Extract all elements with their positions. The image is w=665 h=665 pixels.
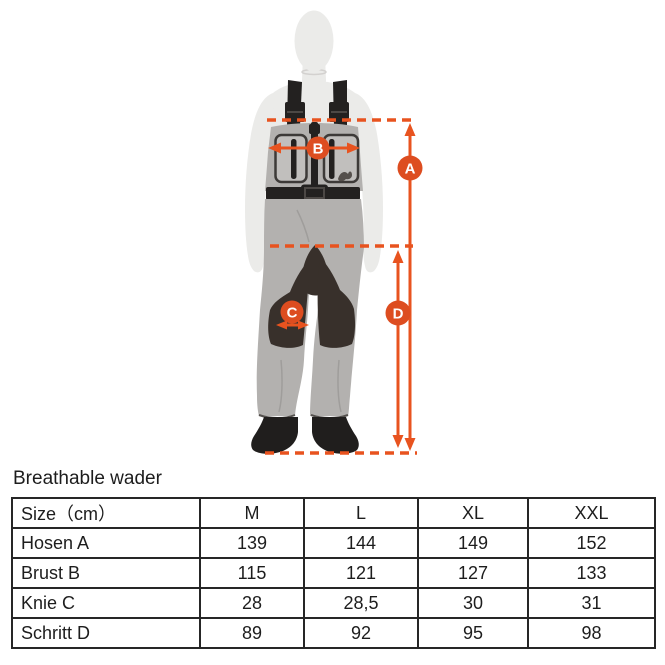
value-cell: 28,5 <box>303 587 419 619</box>
header-cell-l: L <box>303 497 419 529</box>
measurement-annotations: A B C D <box>265 118 423 455</box>
header-cell-m: M <box>199 497 305 529</box>
right-pocket-zipper <box>329 139 335 179</box>
measure-a-arrow-down <box>404 438 416 451</box>
measure-d-arrow-up <box>392 250 404 263</box>
right-sock <box>312 417 359 454</box>
value-cell: 115 <box>199 557 305 589</box>
header-cell-xxl: XXL <box>527 497 656 529</box>
right-knee-patch <box>317 258 356 348</box>
left-pocket-zipper <box>291 139 297 179</box>
value-cell: 139 <box>199 527 305 559</box>
mannequin-left-arm <box>245 93 275 273</box>
fold-line <box>337 359 342 413</box>
value-cell: 95 <box>417 617 529 649</box>
value-cell: 152 <box>527 527 656 559</box>
value-cell: 133 <box>527 557 656 589</box>
value-cell: 127 <box>417 557 529 589</box>
size-table: Size（cm） M L XL XXL Hosen A 139 144 149 … <box>11 497 656 649</box>
table-row-brust: Brust B 115 121 127 133 <box>11 557 656 589</box>
marker-c-label: C <box>287 305 298 322</box>
table-row-schritt: Schritt D 89 92 95 98 <box>11 617 656 649</box>
marker-a-circle <box>397 155 423 181</box>
measure-a-arrow-up <box>404 123 416 136</box>
value-cell: 30 <box>417 587 529 619</box>
marker-b-label: B <box>313 141 324 158</box>
marker-c-circle <box>280 300 304 324</box>
table-header-row: Size（cm） M L XL XXL <box>11 497 656 529</box>
belt-buckle-detail <box>304 187 325 199</box>
table-row-hosen: Hosen A 139 144 149 152 <box>11 527 656 559</box>
row-label-cell: Brust B <box>11 557 201 589</box>
header-cell-xl: XL <box>417 497 529 529</box>
wader-legs <box>256 199 364 416</box>
mannequin-head <box>294 10 334 72</box>
mannequin-right-arm <box>353 93 383 273</box>
marker-d-circle <box>385 300 411 326</box>
wader-measurement-diagram: A B C D <box>245 10 423 455</box>
value-cell: 31 <box>527 587 656 619</box>
header-cell-size: Size（cm） <box>11 497 201 529</box>
value-cell: 144 <box>303 527 419 559</box>
measure-b-arrow-left <box>268 142 281 154</box>
value-cell: 89 <box>199 617 305 649</box>
marker-b-circle <box>306 136 330 160</box>
measure-b-arrow-right <box>347 142 360 154</box>
table-title: Breathable wader <box>13 468 162 489</box>
marker-a-label: A <box>405 161 416 178</box>
row-label-cell: Hosen A <box>11 527 201 559</box>
fold-line <box>278 359 283 413</box>
value-cell: 28 <box>199 587 305 619</box>
value-cell: 98 <box>527 617 656 649</box>
center-zipper-pull <box>309 124 320 134</box>
value-cell: 149 <box>417 527 529 559</box>
value-cell: 121 <box>303 557 419 589</box>
measure-d-arrow-down <box>392 435 404 448</box>
fold-line <box>296 209 310 243</box>
measure-c-arrow-left <box>276 320 287 330</box>
left-sock <box>251 417 298 454</box>
table-row-knie: Knie C 28 28,5 30 31 <box>11 587 656 619</box>
row-label-cell: Knie C <box>11 587 201 619</box>
brand-logo-icon <box>338 171 352 182</box>
value-cell: 92 <box>303 617 419 649</box>
measure-c-arrow-right <box>298 320 309 330</box>
marker-d-label: D <box>393 306 404 323</box>
row-label-cell: Schritt D <box>11 617 201 649</box>
